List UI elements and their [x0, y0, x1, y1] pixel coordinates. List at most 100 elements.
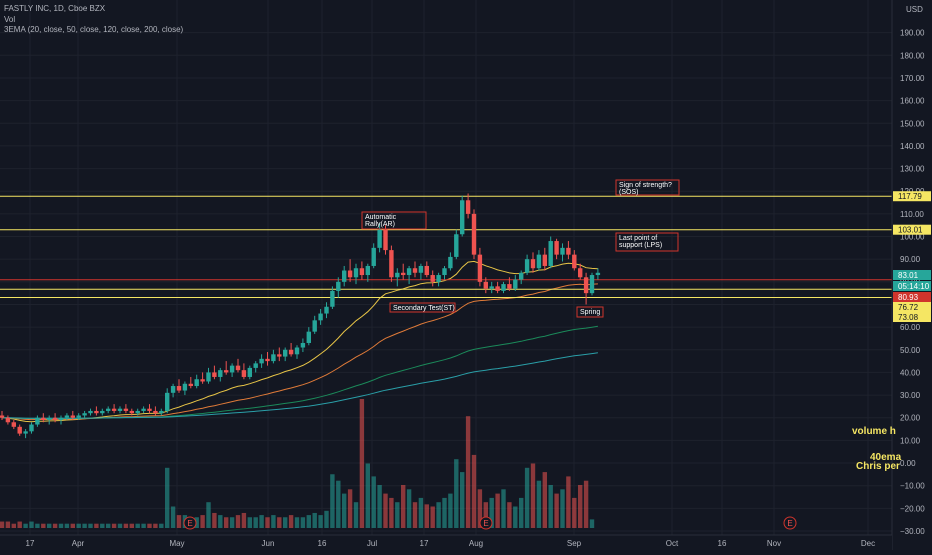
annotation-text: Sign of strength? [619, 182, 672, 189]
side-label: volume h [852, 426, 896, 437]
volume-bar [424, 504, 429, 528]
volume-bar [0, 521, 5, 528]
volume-bar [359, 399, 365, 528]
volume-bar [501, 489, 506, 528]
legend-ema[interactable]: 3EMA (20, close, 50, close, 120, close, … [4, 25, 184, 34]
volume-bar [542, 472, 547, 528]
volume-bar [578, 485, 583, 528]
candle-body [342, 270, 347, 282]
candle-body [88, 410, 93, 414]
candle-body [371, 247, 376, 266]
volume-bar [283, 517, 288, 528]
candle-body [513, 279, 518, 289]
candle-body [395, 272, 400, 278]
price-badge: 05:14:10 [893, 281, 931, 291]
horizontal-levels[interactable] [0, 195, 892, 299]
volume-bar [153, 523, 158, 528]
price-tick-label: 50.00 [900, 346, 921, 355]
candle-body [448, 256, 453, 269]
volume-bar [401, 485, 406, 528]
volume-bar [170, 506, 176, 528]
volume-bar [294, 517, 300, 528]
price-badge: 73.08 [893, 312, 931, 322]
candle-body [123, 408, 129, 411]
volume-bar [23, 523, 28, 528]
price-tick-label: 100.00 [900, 233, 925, 242]
price-badge-label: 80.93 [898, 293, 919, 302]
chart-legend[interactable]: FASTLY INC, 1D, Cboe BZX Vol 3EMA (20, c… [4, 4, 183, 36]
volume-bar [395, 502, 400, 528]
candle-body [353, 268, 359, 278]
price-tick-label: 30.00 [900, 391, 921, 400]
price-badge-bg [893, 292, 931, 302]
candle-body [135, 410, 140, 414]
candle-body [578, 268, 583, 278]
candle-body [566, 247, 571, 255]
time-tick-label: Jul [367, 539, 377, 548]
candle-body [58, 417, 64, 421]
volume-bar [560, 489, 565, 528]
candle-body [430, 275, 435, 282]
legend-volume[interactable]: Vol [4, 14, 16, 24]
candle-body [519, 272, 524, 280]
legend-symbol[interactable]: FASTLY INC, 1D, Cboe BZX [4, 4, 106, 13]
volume-bar [235, 515, 241, 528]
candle-body [530, 259, 536, 269]
annotation-text: Automatic [365, 214, 397, 221]
volume-bar [212, 512, 217, 528]
volume-bar [365, 463, 370, 528]
volume-bar [513, 506, 518, 528]
candle-body [52, 417, 58, 421]
candle-body [200, 379, 205, 382]
volume-bar [117, 523, 123, 528]
time-axis[interactable]: 17 Apr May Jun 16 Jul 17 Aug Sep Oct 16 Nov Dec [0, 534, 892, 550]
volume-bar [324, 510, 329, 528]
candle-body [465, 200, 471, 214]
annotation-text: support (LPS) [619, 242, 662, 249]
volume-bar [519, 497, 524, 528]
price-tick-label: −30.00 [900, 527, 925, 536]
side-label: Chris per [856, 461, 900, 472]
price-tick-label: 20.00 [900, 414, 921, 423]
candle-body [94, 410, 99, 414]
time-tick-label: Nov [767, 539, 781, 548]
price-tick-label: 40.00 [900, 368, 921, 377]
earnings-circle [479, 516, 493, 530]
earnings-marker: E [783, 516, 797, 530]
price-badge-label: 05:14:10 [898, 282, 930, 291]
candle-body [194, 379, 199, 387]
candle-body [70, 415, 75, 418]
volume-bar [460, 472, 465, 528]
candle-body [589, 275, 595, 294]
price-badge-bg [893, 270, 931, 280]
earnings-letter: E [187, 519, 192, 528]
annotation-text: Rally(AR) [365, 221, 395, 228]
candle-body [241, 370, 247, 377]
candle-body [235, 365, 241, 371]
volume-bar [265, 517, 270, 528]
ema-20-line [1, 260, 598, 423]
annotations[interactable]: Sign of strength?(SOS) Last point ofsuppo… [361, 179, 680, 318]
volume-bar [554, 493, 559, 528]
volume-bar [436, 502, 441, 528]
volume-bar [536, 480, 542, 528]
volume-bar [224, 517, 229, 528]
volume-bar [58, 523, 64, 528]
price-tick-label: 140.00 [900, 142, 925, 151]
candle-body [442, 268, 447, 276]
candle-body [259, 358, 264, 364]
level-badge-label: 117.79 [898, 192, 922, 201]
volume-bar [306, 515, 311, 528]
ema-lines [1, 260, 598, 423]
earnings-letter: E [787, 519, 792, 528]
candle-body [5, 417, 11, 423]
candle-body [141, 408, 146, 411]
volume-bar [94, 523, 99, 528]
candle-body [583, 277, 589, 294]
volume-bar [583, 480, 589, 528]
volume-bar [336, 480, 341, 528]
volume-bar [64, 523, 70, 528]
candle-body [524, 259, 530, 273]
